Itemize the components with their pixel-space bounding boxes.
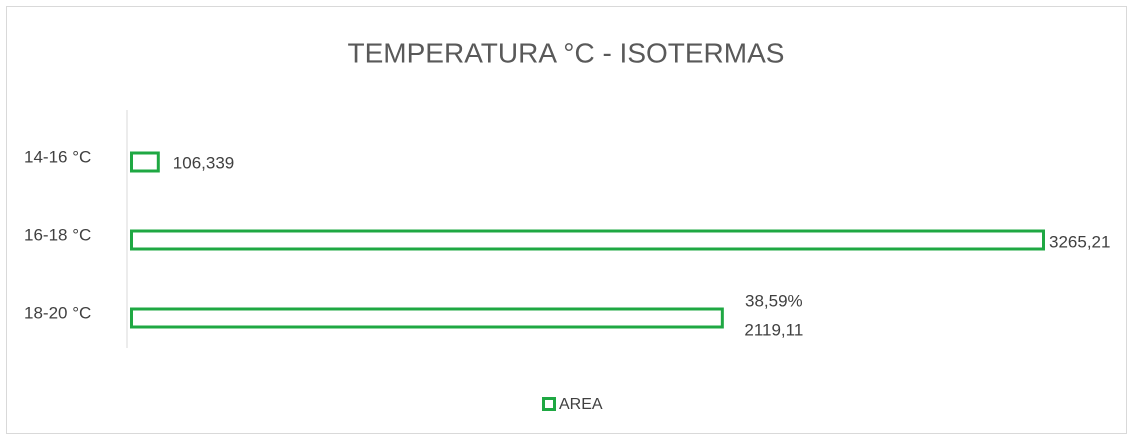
bar: [130, 229, 1045, 251]
legend-swatch: [542, 397, 556, 411]
annotation: 38,59%: [745, 291, 803, 310]
y-tick-label: 18-20 °C: [24, 303, 91, 322]
chart-border: [6, 6, 1127, 434]
legend-label: AREA: [559, 396, 603, 413]
data-label: 106,339: [173, 153, 234, 172]
data-label: 3265,21: [1049, 232, 1110, 251]
chart-title: TEMPERATURA °C - ISOTERMAS: [348, 37, 785, 68]
y-tick-label: 14-16 °C: [24, 147, 91, 166]
y-tick-label: 16-18 °C: [24, 225, 91, 244]
data-label: 2119,11: [744, 320, 803, 339]
bar: [130, 151, 160, 173]
bar: [130, 307, 724, 329]
